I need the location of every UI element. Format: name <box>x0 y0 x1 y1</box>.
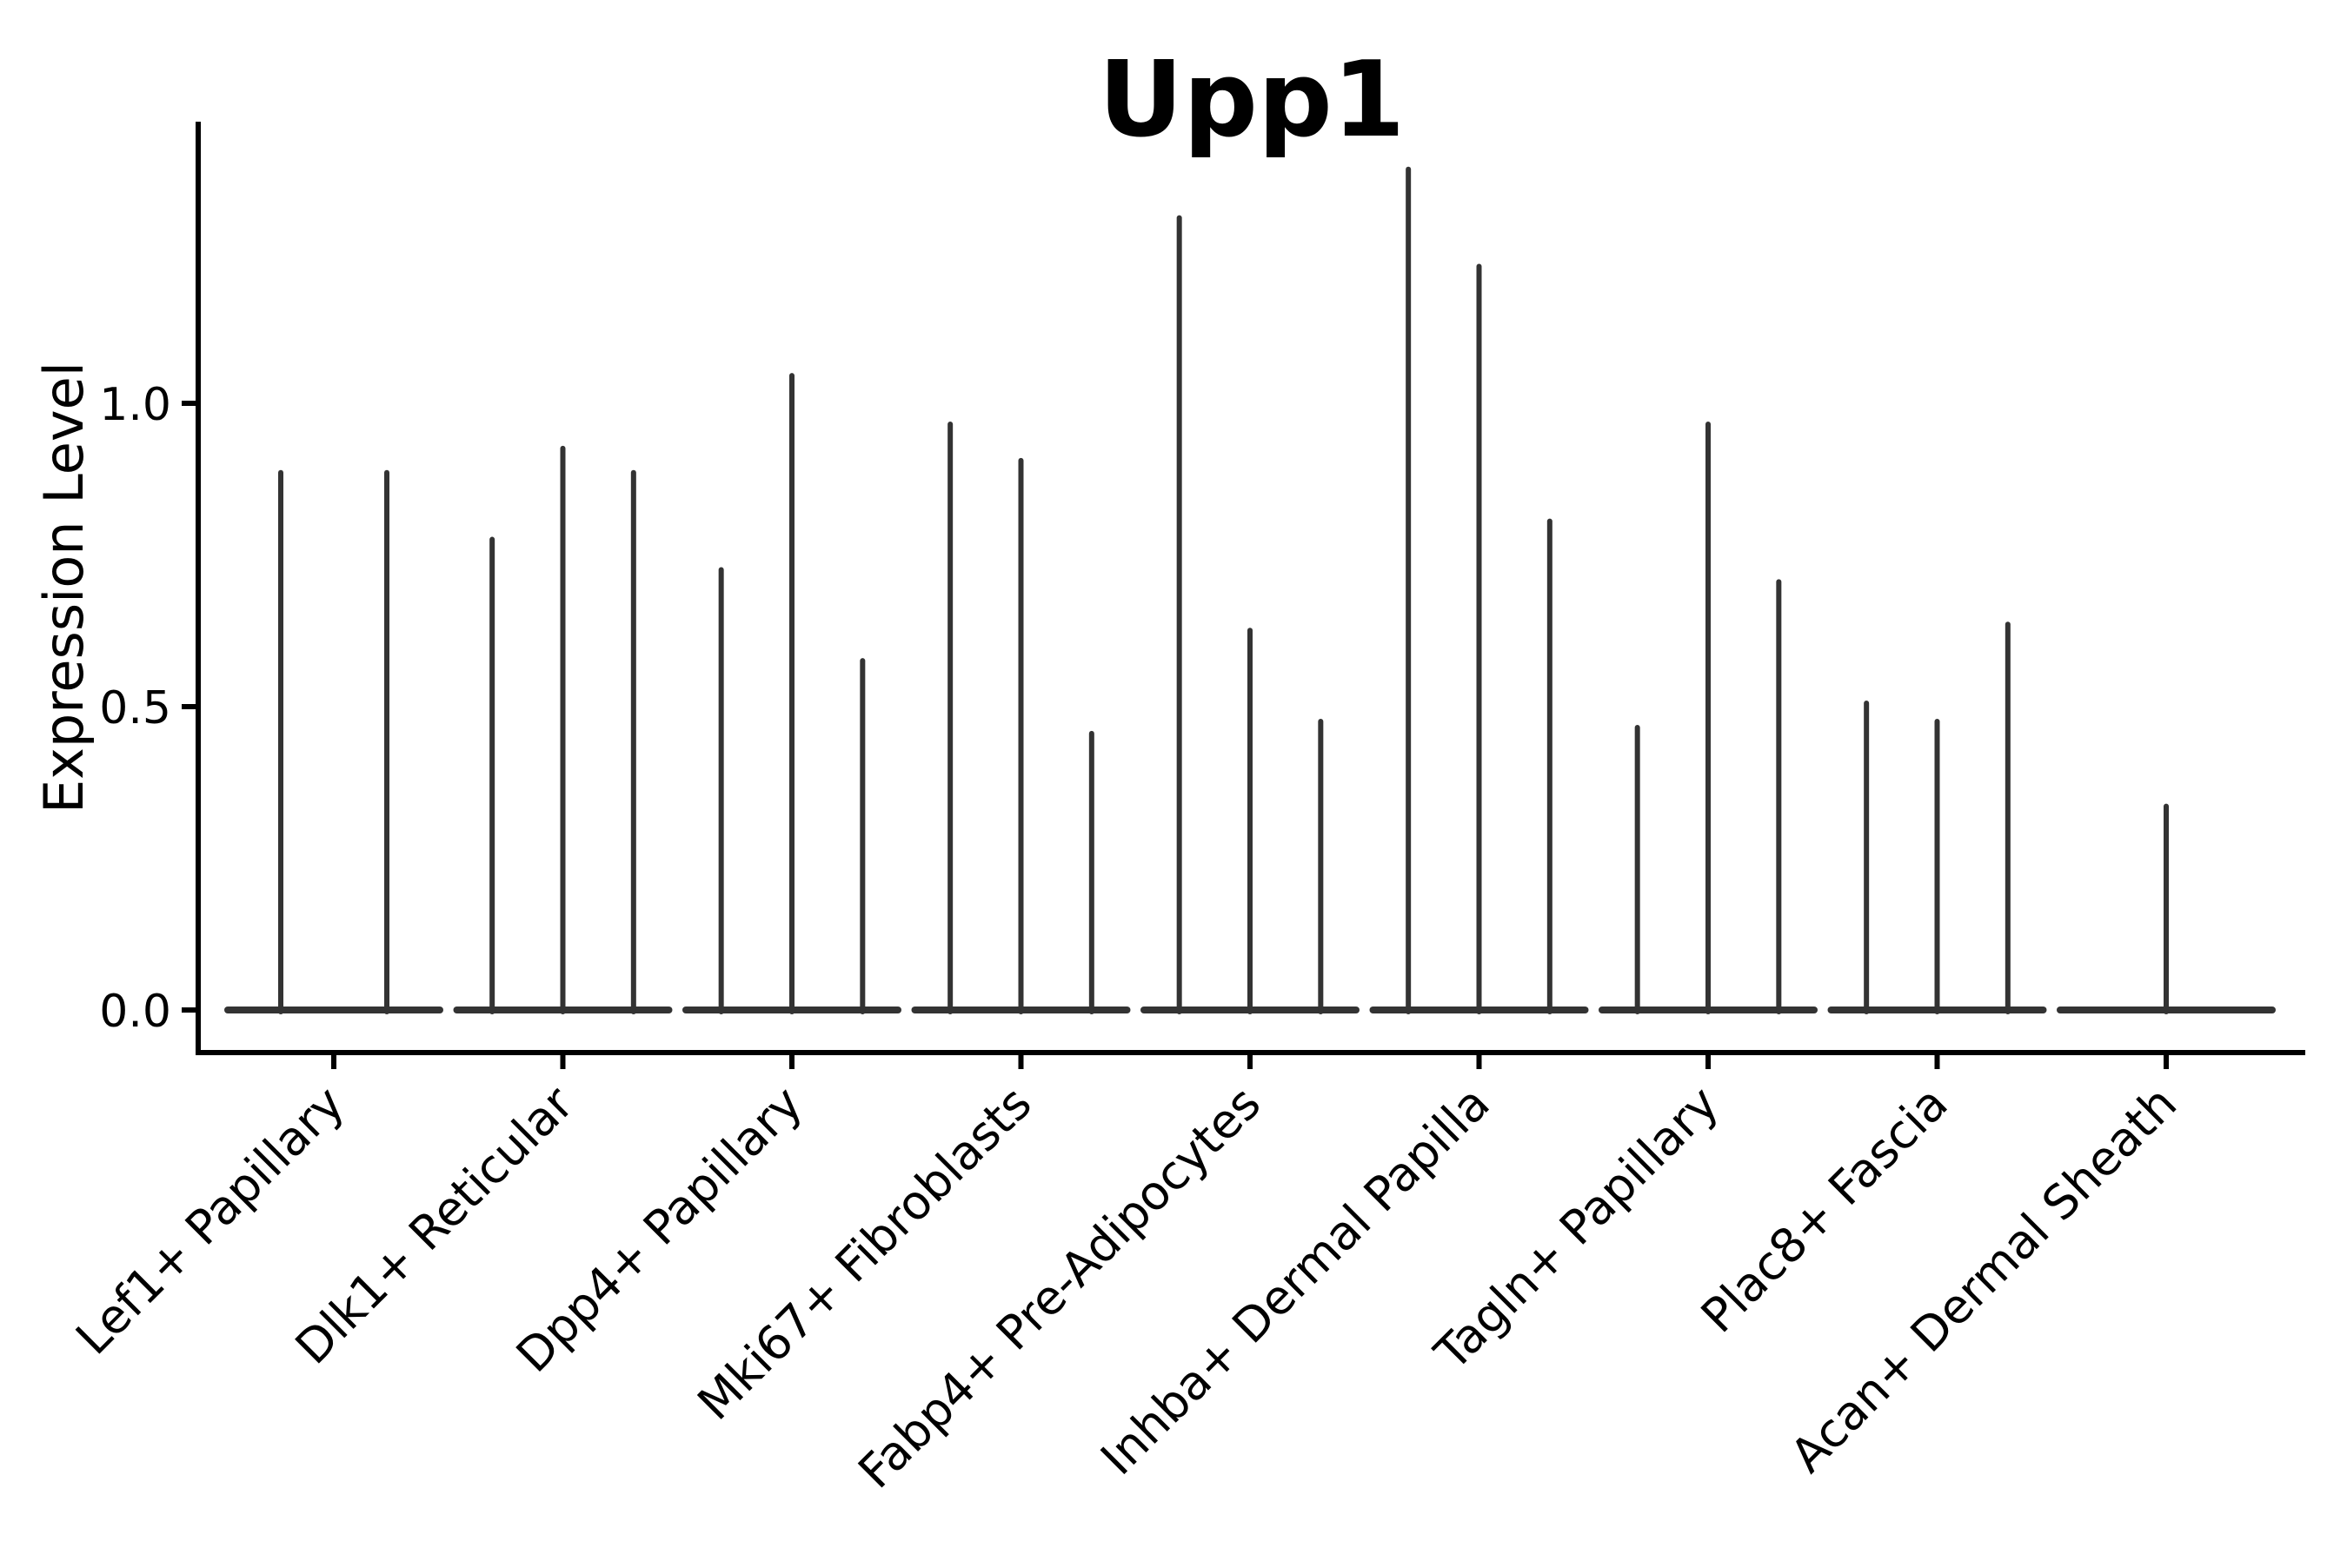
x-tick-label: Fabp4+ Pre-Adipocytes <box>848 1076 1271 1499</box>
violin-group <box>682 373 901 1014</box>
y-tick-label: 1.0 <box>99 379 171 431</box>
violin-group <box>2057 803 2276 1014</box>
x-tick-label: Plac8+ Fascia <box>1691 1076 1958 1344</box>
violin-group <box>1599 421 1818 1014</box>
x-tick-label: Acan+ Dermal Sheath <box>1780 1076 2187 1483</box>
violin-group <box>224 469 443 1014</box>
violin-group <box>911 421 1131 1014</box>
violin-group <box>1827 621 2047 1014</box>
x-tick-label: Inhba+ Dermal Papilla <box>1090 1076 1499 1485</box>
chart-title: Upp1 <box>1099 40 1406 161</box>
violin-group <box>1369 166 1589 1014</box>
y-tick-label: 0.5 <box>99 682 171 734</box>
violin-group <box>453 445 673 1014</box>
y-tick-label: 0.0 <box>99 986 171 1038</box>
y-axis-label: Expression Level <box>32 362 96 814</box>
violin-group <box>1140 215 1360 1014</box>
